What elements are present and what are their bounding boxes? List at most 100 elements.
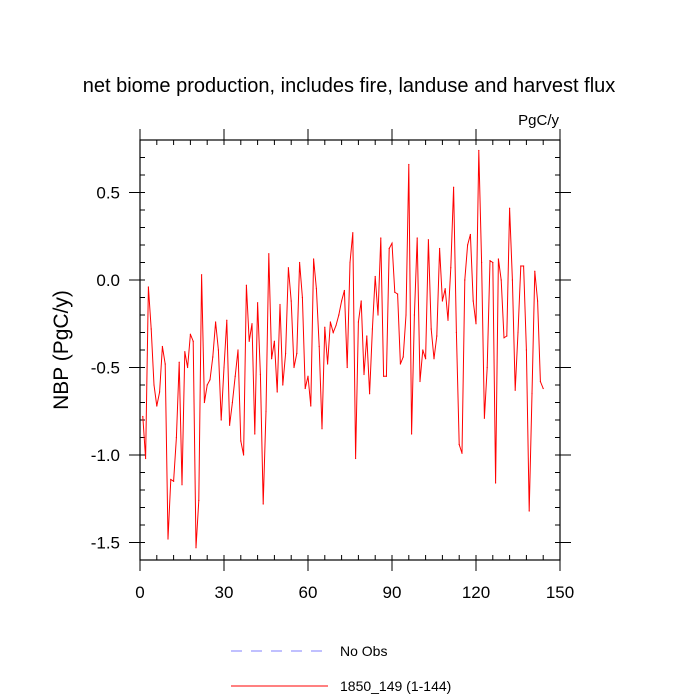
data-point (234, 375, 236, 377)
x-tick-label: 120 (462, 583, 490, 602)
data-point (439, 247, 441, 250)
data-point (257, 302, 259, 304)
data-point (248, 340, 250, 342)
plot-frame (139, 139, 561, 561)
data-point (394, 291, 396, 293)
data-point (212, 356, 214, 358)
data-point (229, 424, 231, 426)
chart-title: net biome production, includes fire, lan… (83, 75, 616, 97)
data-point (467, 244, 469, 246)
data-point (156, 405, 158, 407)
data-point (363, 373, 365, 376)
data-point (525, 349, 528, 351)
data-point (201, 274, 203, 276)
data-point (483, 417, 485, 419)
data-point (520, 265, 522, 267)
data-point (464, 279, 466, 281)
data-point (377, 314, 379, 316)
data-point (209, 379, 211, 381)
data-point (542, 387, 544, 390)
y-tick-label: -1.5 (91, 534, 120, 553)
data-point (357, 321, 359, 323)
x-tick-label: 90 (383, 583, 402, 602)
data-point (164, 363, 166, 365)
data-point (282, 384, 284, 386)
data-point (475, 323, 477, 325)
labels-layer: 0 30 60 90 120 150 -1.5 -1.0 -0.5 0.0 0.5 (91, 184, 574, 603)
data-point (215, 321, 217, 323)
x-tick-label: 60 (299, 583, 318, 602)
data-point (380, 237, 382, 239)
data-point (310, 405, 312, 407)
data-point (343, 289, 345, 292)
data-point (492, 261, 494, 264)
data-point (374, 275, 376, 278)
data-point (304, 387, 306, 390)
data-point (514, 389, 516, 391)
data-point (159, 391, 161, 393)
data-point (383, 375, 385, 377)
data-point (486, 366, 488, 369)
data-point (268, 253, 270, 255)
data-point (296, 352, 298, 355)
data-point (433, 358, 435, 360)
data-point (450, 267, 452, 269)
legend-label-series: 1850_149 (1-144) (340, 678, 451, 694)
data-point (237, 349, 239, 351)
data-point (472, 300, 474, 302)
data-point (226, 319, 228, 321)
x-tick-label: 30 (215, 583, 234, 602)
y-tick-label: -1.0 (91, 446, 120, 465)
data-point (338, 314, 340, 316)
data-point (262, 503, 264, 505)
data-point (189, 333, 191, 335)
data-point (427, 239, 429, 241)
data-point (461, 452, 463, 454)
data-point (511, 279, 513, 281)
y-axis-label: NBP (PgC/y) (50, 290, 73, 410)
data-point (142, 415, 144, 418)
ticks-layer (129, 129, 571, 571)
data-point (539, 380, 542, 383)
data-point (489, 260, 491, 262)
data-point (497, 258, 499, 260)
data-point (195, 547, 197, 549)
data-point (388, 247, 390, 250)
data-point (349, 261, 351, 264)
data-point (528, 510, 530, 512)
data-point (223, 366, 225, 369)
x-tick-label: 150 (546, 583, 574, 602)
data-point (265, 410, 267, 412)
data-point (173, 480, 175, 482)
data-point (422, 349, 424, 351)
data-point (206, 384, 208, 386)
data-point (413, 314, 415, 316)
data-point (495, 482, 497, 484)
data-point (441, 300, 443, 302)
data-point (517, 331, 519, 334)
data-point (436, 335, 438, 337)
data-point (503, 337, 505, 339)
data-point (198, 499, 200, 502)
data-point (285, 352, 287, 355)
data-point (217, 349, 219, 351)
data-point (455, 331, 457, 334)
data-point (245, 284, 247, 286)
data-point (287, 267, 289, 269)
data-point (453, 186, 455, 188)
data-point (243, 454, 245, 456)
data-point (469, 233, 471, 236)
y-tick-label: 0.0 (96, 271, 120, 290)
units-label: PgC/y (518, 112, 559, 129)
data-point (321, 428, 323, 430)
plot-layer (142, 149, 544, 549)
data-point (273, 340, 275, 342)
data-point (360, 300, 362, 302)
data-point (150, 328, 152, 330)
data-point (327, 363, 329, 365)
data-point (391, 242, 393, 244)
data-point (500, 279, 502, 281)
data-point (430, 328, 432, 330)
data-point (346, 366, 348, 369)
data-point (419, 380, 421, 383)
